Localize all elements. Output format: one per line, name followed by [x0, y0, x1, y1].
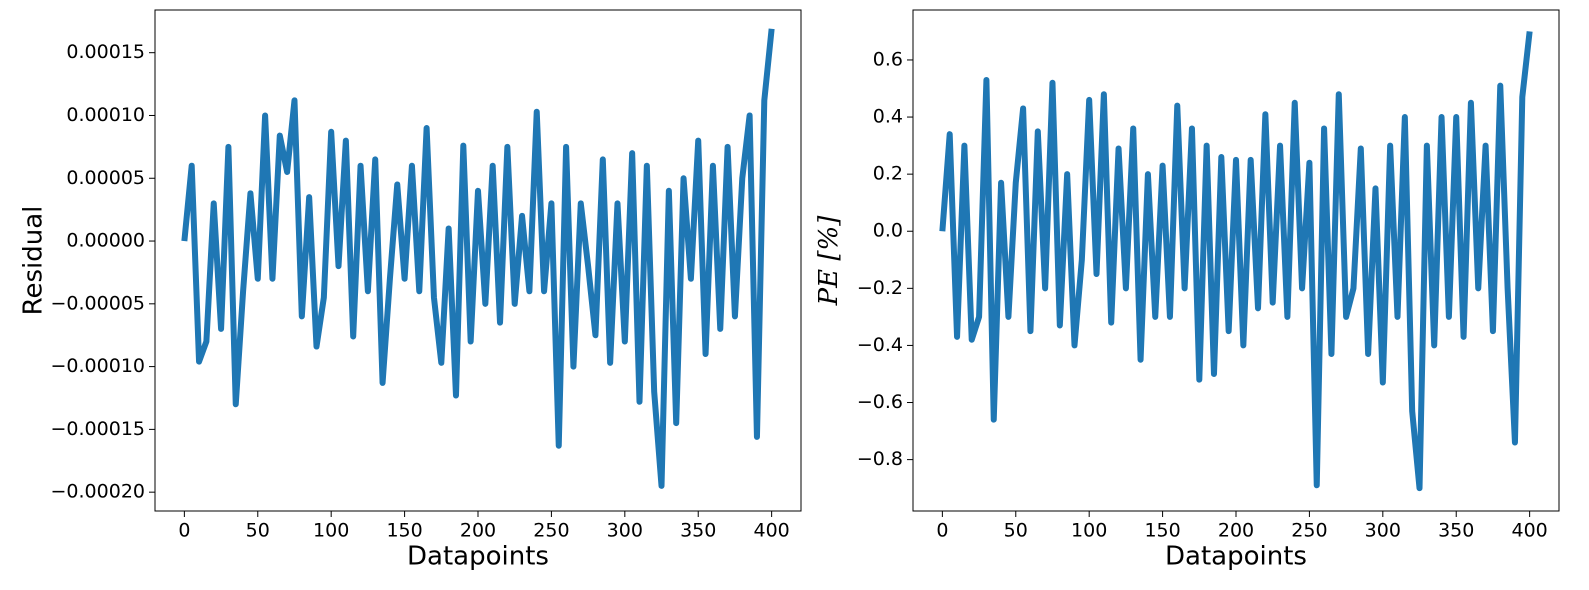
x-tick-label: 250 [1291, 520, 1327, 542]
x-tick-label: 250 [533, 520, 569, 542]
x-tick-label: 350 [1438, 520, 1474, 542]
x-tick-label: 0 [936, 520, 948, 542]
y-tick-label: −0.00005 [51, 292, 146, 314]
y-tick-label: −0.00020 [51, 481, 146, 503]
y-tick-label: −0.4 [857, 334, 903, 356]
y-tick-label: 0.00015 [66, 41, 145, 63]
y-tick-label: −0.00010 [51, 355, 146, 377]
y-axis-label: Residual [19, 206, 49, 316]
x-tick-label: 150 [1144, 520, 1180, 542]
x-tick-label: 200 [460, 520, 496, 542]
y-tick-label: 0.00005 [66, 167, 145, 189]
x-tick-label: 50 [1004, 520, 1028, 542]
y-tick-label: 0.00000 [66, 230, 145, 252]
y-tick-label: 0.00010 [66, 104, 145, 126]
y-tick-label: −0.00015 [51, 418, 146, 440]
y-tick-label: 0.4 [873, 106, 903, 128]
x-axis-label: Datapoints [1165, 542, 1307, 572]
x-axis-label: Datapoints [407, 542, 549, 572]
y-tick-label: 0.0 [873, 220, 903, 242]
x-tick-label: 150 [386, 520, 422, 542]
x-tick-label: 300 [607, 520, 643, 542]
y-tick-label: 0.2 [873, 163, 903, 185]
x-tick-label: 400 [754, 520, 790, 542]
x-tick-label: 100 [1071, 520, 1107, 542]
y-tick-label: −0.8 [857, 448, 903, 470]
y-tick-label: −0.2 [857, 277, 903, 299]
x-tick-label: 400 [1512, 520, 1548, 542]
x-tick-label: 50 [246, 520, 270, 542]
y-tick-label: −0.6 [857, 391, 903, 413]
x-tick-label: 200 [1218, 520, 1254, 542]
data-line [939, 31, 1533, 492]
x-tick-label: 100 [313, 520, 349, 542]
x-tick-label: 0 [178, 520, 190, 542]
y-axis-label: PE [%] [814, 215, 844, 307]
y-tick-label: 0.6 [873, 48, 903, 70]
x-tick-label: 350 [680, 520, 716, 542]
x-tick-label: 300 [1365, 520, 1401, 542]
data-line [181, 28, 775, 489]
